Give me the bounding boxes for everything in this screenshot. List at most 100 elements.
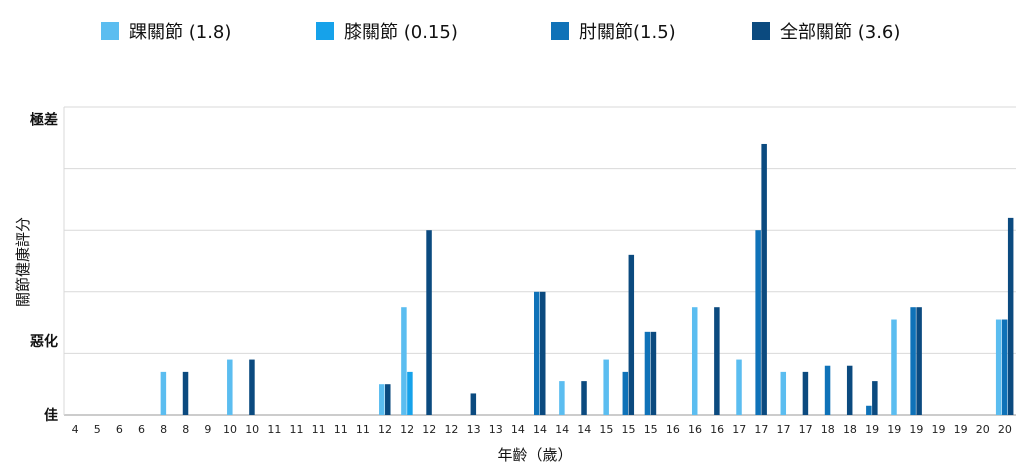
- x-tick-label: 12: [400, 423, 414, 436]
- x-tick-label: 20: [976, 423, 990, 436]
- bar: [736, 359, 742, 415]
- x-tick-label: 15: [622, 423, 636, 436]
- bar: [385, 384, 391, 415]
- x-tick-label: 19: [932, 423, 946, 436]
- x-tick-label: 19: [954, 423, 968, 436]
- x-tick-label: 4: [72, 423, 79, 436]
- x-tick-label: 17: [754, 423, 768, 436]
- bar: [534, 291, 540, 415]
- bar: [755, 230, 761, 415]
- x-tick-label: 16: [688, 423, 702, 436]
- legend-item: 全部關節 (3.6): [752, 22, 900, 43]
- bar: [802, 371, 809, 415]
- bar: [995, 319, 1002, 415]
- x-tick-label: 16: [666, 423, 680, 436]
- bar: [872, 381, 878, 415]
- legend-swatch: [316, 22, 334, 40]
- bar: [182, 371, 189, 415]
- x-tick-label: 14: [533, 423, 547, 436]
- bar: [1001, 319, 1008, 415]
- y-tick-label: 極差: [30, 111, 58, 128]
- x-tick-label: 13: [489, 423, 503, 436]
- x-tick-label: 8: [182, 423, 189, 436]
- x-tick-label: 13: [467, 423, 481, 436]
- x-tick-label: 11: [267, 423, 281, 436]
- bar: [603, 359, 609, 415]
- legend-label: 膝關節 (0.15): [344, 22, 458, 43]
- bar: [581, 381, 587, 415]
- bar: [761, 143, 767, 415]
- bar: [866, 405, 872, 415]
- legend-swatch: [101, 22, 119, 40]
- x-tick-label: 11: [289, 423, 303, 436]
- bar: [559, 381, 565, 415]
- bar: [780, 371, 787, 415]
- y-axis-title: 關節健康評分: [14, 217, 32, 307]
- bar: [714, 307, 720, 415]
- bar: [160, 371, 167, 415]
- bar: [650, 331, 657, 415]
- bar: [227, 359, 233, 415]
- bar: [846, 365, 853, 415]
- bar: [1007, 217, 1014, 415]
- bar: [540, 291, 546, 415]
- bar: [379, 384, 385, 415]
- x-tick-label: 17: [799, 423, 813, 436]
- x-tick-label: 19: [865, 423, 879, 436]
- x-tick-label: 14: [555, 423, 569, 436]
- legend-item: 膝關節 (0.15): [316, 22, 458, 43]
- x-tick-label: 12: [444, 423, 458, 436]
- legend-label: 全部關節 (3.6): [780, 22, 900, 43]
- x-tick-label: 14: [577, 423, 591, 436]
- x-tick-label: 6: [138, 423, 145, 436]
- x-tick-label: 17: [732, 423, 746, 436]
- x-tick-label: 19: [909, 423, 923, 436]
- x-tick-label: 8: [160, 423, 167, 436]
- x-tick-label: 12: [378, 423, 392, 436]
- y-tick-label: 佳: [44, 407, 58, 424]
- x-tick-label: 14: [511, 423, 525, 436]
- bar: [401, 307, 407, 415]
- legend-label: 肘關節(1.5): [579, 22, 676, 43]
- bar: [644, 331, 651, 415]
- x-tick-label: 15: [644, 423, 658, 436]
- bar: [910, 307, 916, 415]
- bar: [916, 307, 922, 415]
- bar: [470, 393, 477, 415]
- x-tick-label: 15: [599, 423, 613, 436]
- x-tick-label: 6: [116, 423, 123, 436]
- x-tick-label: 16: [710, 423, 724, 436]
- x-tick-label: 19: [887, 423, 901, 436]
- bar: [824, 365, 831, 415]
- x-tick-label: 11: [334, 423, 348, 436]
- bar: [426, 230, 432, 415]
- x-tick-label: 20: [998, 423, 1012, 436]
- x-tick-labels: 4 5 6 6 8 8 9 10 10 11 11 11 11 11 12 12 12 12 13 13 14 14 14 1…: [72, 423, 1012, 436]
- legend-item: 肘關節(1.5): [551, 22, 676, 43]
- x-tick-label: 12: [422, 423, 436, 436]
- bar: [249, 359, 255, 415]
- legend-swatch: [752, 22, 770, 40]
- x-tick-label: 17: [777, 423, 791, 436]
- x-tick-label: 5: [94, 423, 101, 436]
- bars: [160, 143, 1014, 415]
- bar: [628, 254, 635, 415]
- x-tick-label: 18: [843, 423, 857, 436]
- x-tick-label: 11: [356, 423, 370, 436]
- x-tick-label: 18: [821, 423, 835, 436]
- x-tick-label: 9: [204, 423, 211, 436]
- y-axis-labels: 佳 惡化 極差: [30, 111, 58, 424]
- legend-item: 踝關節 (1.8): [101, 22, 231, 43]
- legend-swatch: [551, 22, 569, 40]
- bar: [691, 307, 698, 415]
- bar: [622, 371, 629, 415]
- y-tick-label: 惡化: [30, 333, 58, 350]
- legend: 踝關節 (1.8) 膝關節 (0.15) 肘關節(1.5) 全部關節 (3.6): [101, 22, 900, 43]
- legend-label: 踝關節 (1.8): [129, 22, 231, 43]
- x-tick-label: 10: [223, 423, 237, 436]
- x-tick-label: 10: [245, 423, 259, 436]
- x-axis-title: 年齡（歲）: [497, 446, 572, 464]
- x-tick-label: 11: [312, 423, 326, 436]
- bar: [891, 319, 897, 415]
